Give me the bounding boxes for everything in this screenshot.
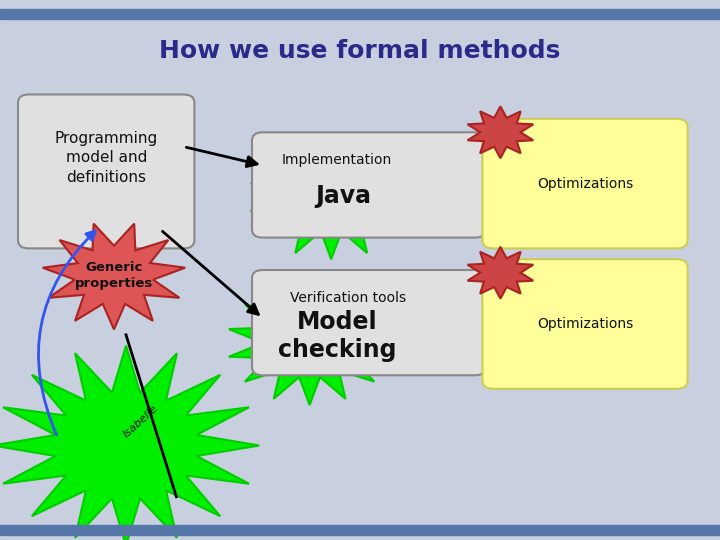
FancyBboxPatch shape [482,259,688,389]
Text: Optimizations: Optimizations [537,177,633,191]
FancyBboxPatch shape [18,94,194,248]
Text: How we use formal methods: How we use formal methods [159,39,561,63]
Text: Model
checking: Model checking [278,310,397,362]
FancyBboxPatch shape [252,132,486,238]
Text: Generic
properties: Generic properties [75,261,153,290]
Polygon shape [0,346,259,540]
Polygon shape [467,247,534,299]
Bar [0,9,720,19]
Text: Java: Java [315,184,372,208]
FancyBboxPatch shape [482,119,688,248]
Polygon shape [229,281,390,405]
Text: Programming
model and
definitions: Programming model and definitions [55,131,158,185]
Text: Optimizations: Optimizations [537,317,633,331]
Polygon shape [251,135,412,259]
Text: Isabelle: Isabelle [121,403,160,440]
Polygon shape [467,106,534,158]
Text: Verification tools: Verification tools [289,291,406,305]
Polygon shape [42,224,185,329]
Text: Implementation: Implementation [282,153,392,167]
FancyBboxPatch shape [252,270,486,375]
Bar [0,525,720,535]
